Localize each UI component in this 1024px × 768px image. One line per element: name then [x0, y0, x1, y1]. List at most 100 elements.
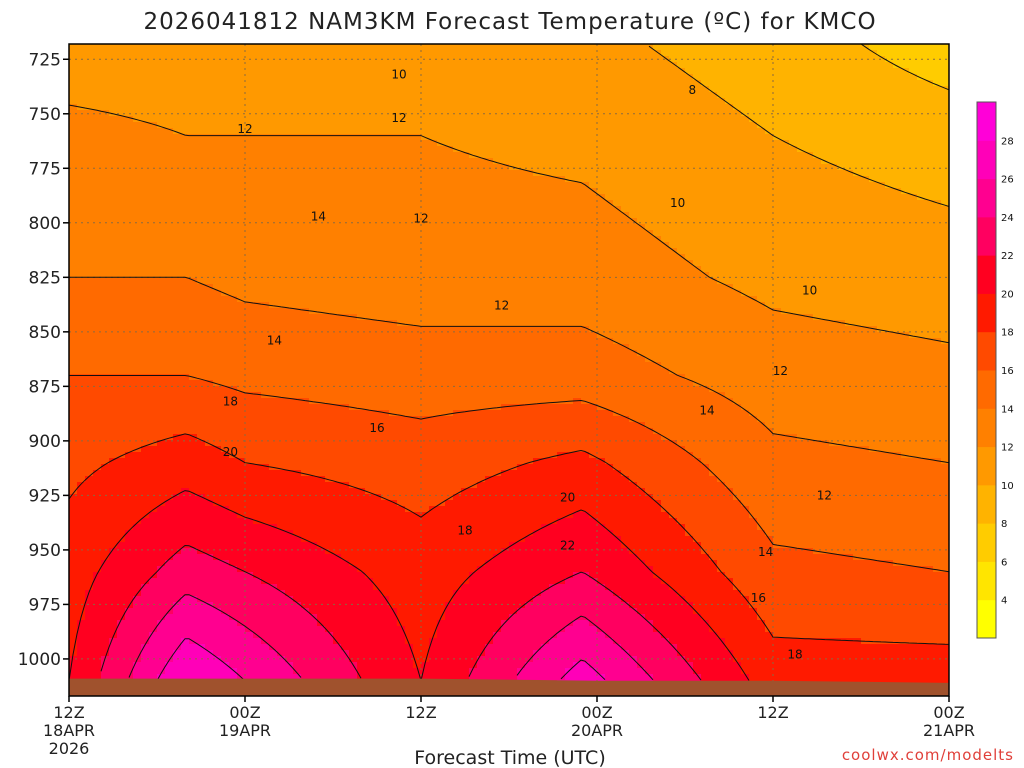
- temperature-cell: [245, 506, 254, 513]
- temperature-cell: [69, 644, 78, 651]
- temperature-cell: [429, 398, 438, 405]
- temperature-cell: [261, 308, 270, 315]
- temperature-cell: [389, 554, 398, 561]
- temperature-cell: [373, 104, 382, 111]
- temperature-cell: [245, 290, 254, 297]
- temperature-cell: [317, 674, 326, 681]
- temperature-cell: [397, 458, 406, 465]
- temperature-cell: [141, 128, 150, 135]
- temperature-cell: [205, 554, 214, 561]
- temperature-cell: [317, 236, 326, 243]
- temperature-cell: [317, 530, 326, 537]
- temperature-cell: [269, 428, 278, 435]
- temperature-cell: [421, 248, 430, 255]
- temperature-cell: [285, 368, 294, 375]
- temperature-cell: [341, 176, 350, 183]
- temperature-cell: [181, 434, 190, 441]
- temperature-cell: [293, 548, 302, 555]
- temperature-cell: [125, 182, 134, 189]
- temperature-cell: [389, 368, 398, 375]
- temperature-cell: [421, 488, 430, 495]
- temperature-cell: [429, 458, 438, 465]
- temperature-cell: [309, 452, 318, 459]
- temperature-cell: [133, 44, 142, 51]
- temperature-cell: [325, 662, 334, 669]
- temperature-cell: [213, 68, 222, 75]
- temperature-cell: [85, 536, 94, 543]
- temperature-cell: [133, 518, 142, 525]
- temperature-cell: [149, 518, 158, 525]
- temperature-cell: [325, 578, 334, 585]
- temperature-cell: [309, 572, 318, 579]
- temperature-cell: [261, 608, 270, 615]
- temperature-cell: [133, 302, 142, 309]
- temperature-cell: [149, 326, 158, 333]
- temperature-cell: [205, 422, 214, 429]
- temperature-cell: [261, 584, 270, 591]
- temperature-cell: [253, 284, 262, 291]
- temperature-cell: [261, 80, 270, 87]
- temperature-cell: [373, 62, 382, 69]
- temperature-cell: [309, 506, 318, 513]
- temperature-cell: [85, 392, 94, 399]
- temperature-cell: [85, 224, 94, 231]
- temperature-cell: [141, 164, 150, 171]
- temperature-cell: [317, 254, 326, 261]
- temperature-cell: [389, 248, 398, 255]
- temperature-cell: [101, 440, 110, 447]
- temperature-cell: [293, 86, 302, 93]
- temperature-cell: [197, 488, 206, 495]
- temperature-cell: [341, 80, 350, 87]
- temperature-cell: [421, 68, 430, 75]
- temperature-cell: [429, 578, 438, 585]
- temperature-cell: [109, 278, 118, 285]
- temperature-cell: [165, 638, 174, 645]
- temperature-cell: [149, 320, 158, 327]
- temperature-cell: [213, 434, 222, 441]
- temperature-cell: [69, 482, 78, 489]
- temperature-cell: [181, 122, 190, 129]
- temperature-cell: [69, 338, 78, 345]
- temperature-cell: [269, 662, 278, 669]
- temperature-cell: [277, 656, 286, 663]
- temperature-cell: [69, 308, 78, 315]
- temperature-cell: [293, 398, 302, 405]
- temperature-cell: [333, 278, 342, 285]
- temperature-cell: [77, 392, 86, 399]
- temperature-cell: [229, 278, 238, 285]
- temperature-cell: [429, 380, 438, 387]
- temperature-cell: [301, 596, 310, 603]
- temperature-cell: [173, 554, 182, 561]
- temperature-cell: [213, 272, 222, 279]
- temperature-cell: [397, 464, 406, 471]
- temperature-cell: [253, 500, 262, 507]
- temperature-cell: [333, 140, 342, 147]
- temperature-cell: [117, 506, 126, 513]
- temperature-cell: [349, 98, 358, 105]
- temperature-cell: [341, 668, 350, 675]
- temperature-cell: [133, 296, 142, 303]
- temperature-cell: [429, 338, 438, 345]
- temperature-cell: [341, 434, 350, 441]
- temperature-cell: [421, 668, 430, 675]
- temperature-cell: [357, 380, 366, 387]
- temperature-cell: [229, 626, 238, 633]
- temperature-cell: [165, 230, 174, 237]
- temperature-cell: [381, 152, 390, 159]
- temperature-cell: [205, 176, 214, 183]
- temperature-cell: [165, 92, 174, 99]
- temperature-cell: [389, 350, 398, 357]
- temperature-cell: [69, 236, 78, 243]
- temperature-cell: [253, 566, 262, 573]
- temperature-cell: [173, 314, 182, 321]
- temperature-cell: [389, 380, 398, 387]
- temperature-cell: [117, 74, 126, 81]
- temperature-cell: [205, 68, 214, 75]
- temperature-cell: [269, 296, 278, 303]
- temperature-cell: [357, 620, 366, 627]
- temperature-cell: [85, 50, 94, 57]
- temperature-cell: [181, 458, 190, 465]
- temperature-cell: [413, 662, 422, 669]
- temperature-cell: [309, 422, 318, 429]
- temperature-cell: [69, 674, 78, 681]
